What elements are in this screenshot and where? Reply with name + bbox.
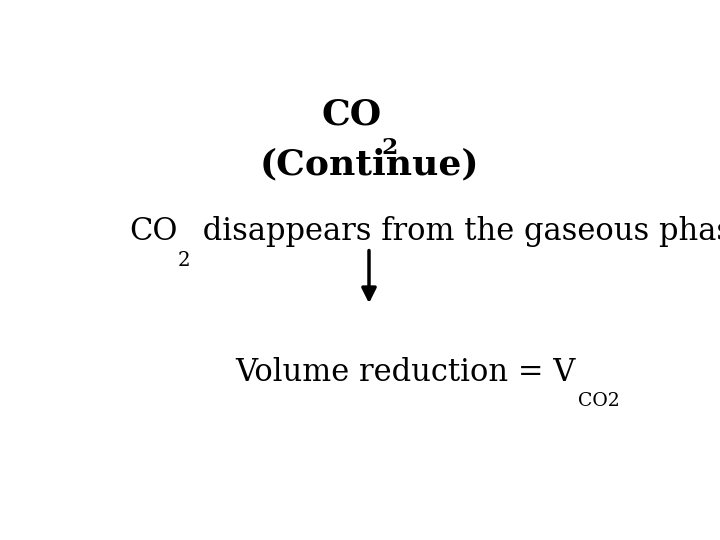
Text: CO: CO [322,98,382,132]
Text: CO2: CO2 [578,392,620,410]
Text: 2: 2 [382,137,398,159]
Text: (Continue): (Continue) [259,147,479,181]
Text: disappears from the gaseous phase: disappears from the gaseous phase [193,215,720,247]
Text: 2: 2 [178,251,190,270]
Text: Volume reduction = V: Volume reduction = V [235,357,575,388]
Text: CO: CO [129,215,178,247]
